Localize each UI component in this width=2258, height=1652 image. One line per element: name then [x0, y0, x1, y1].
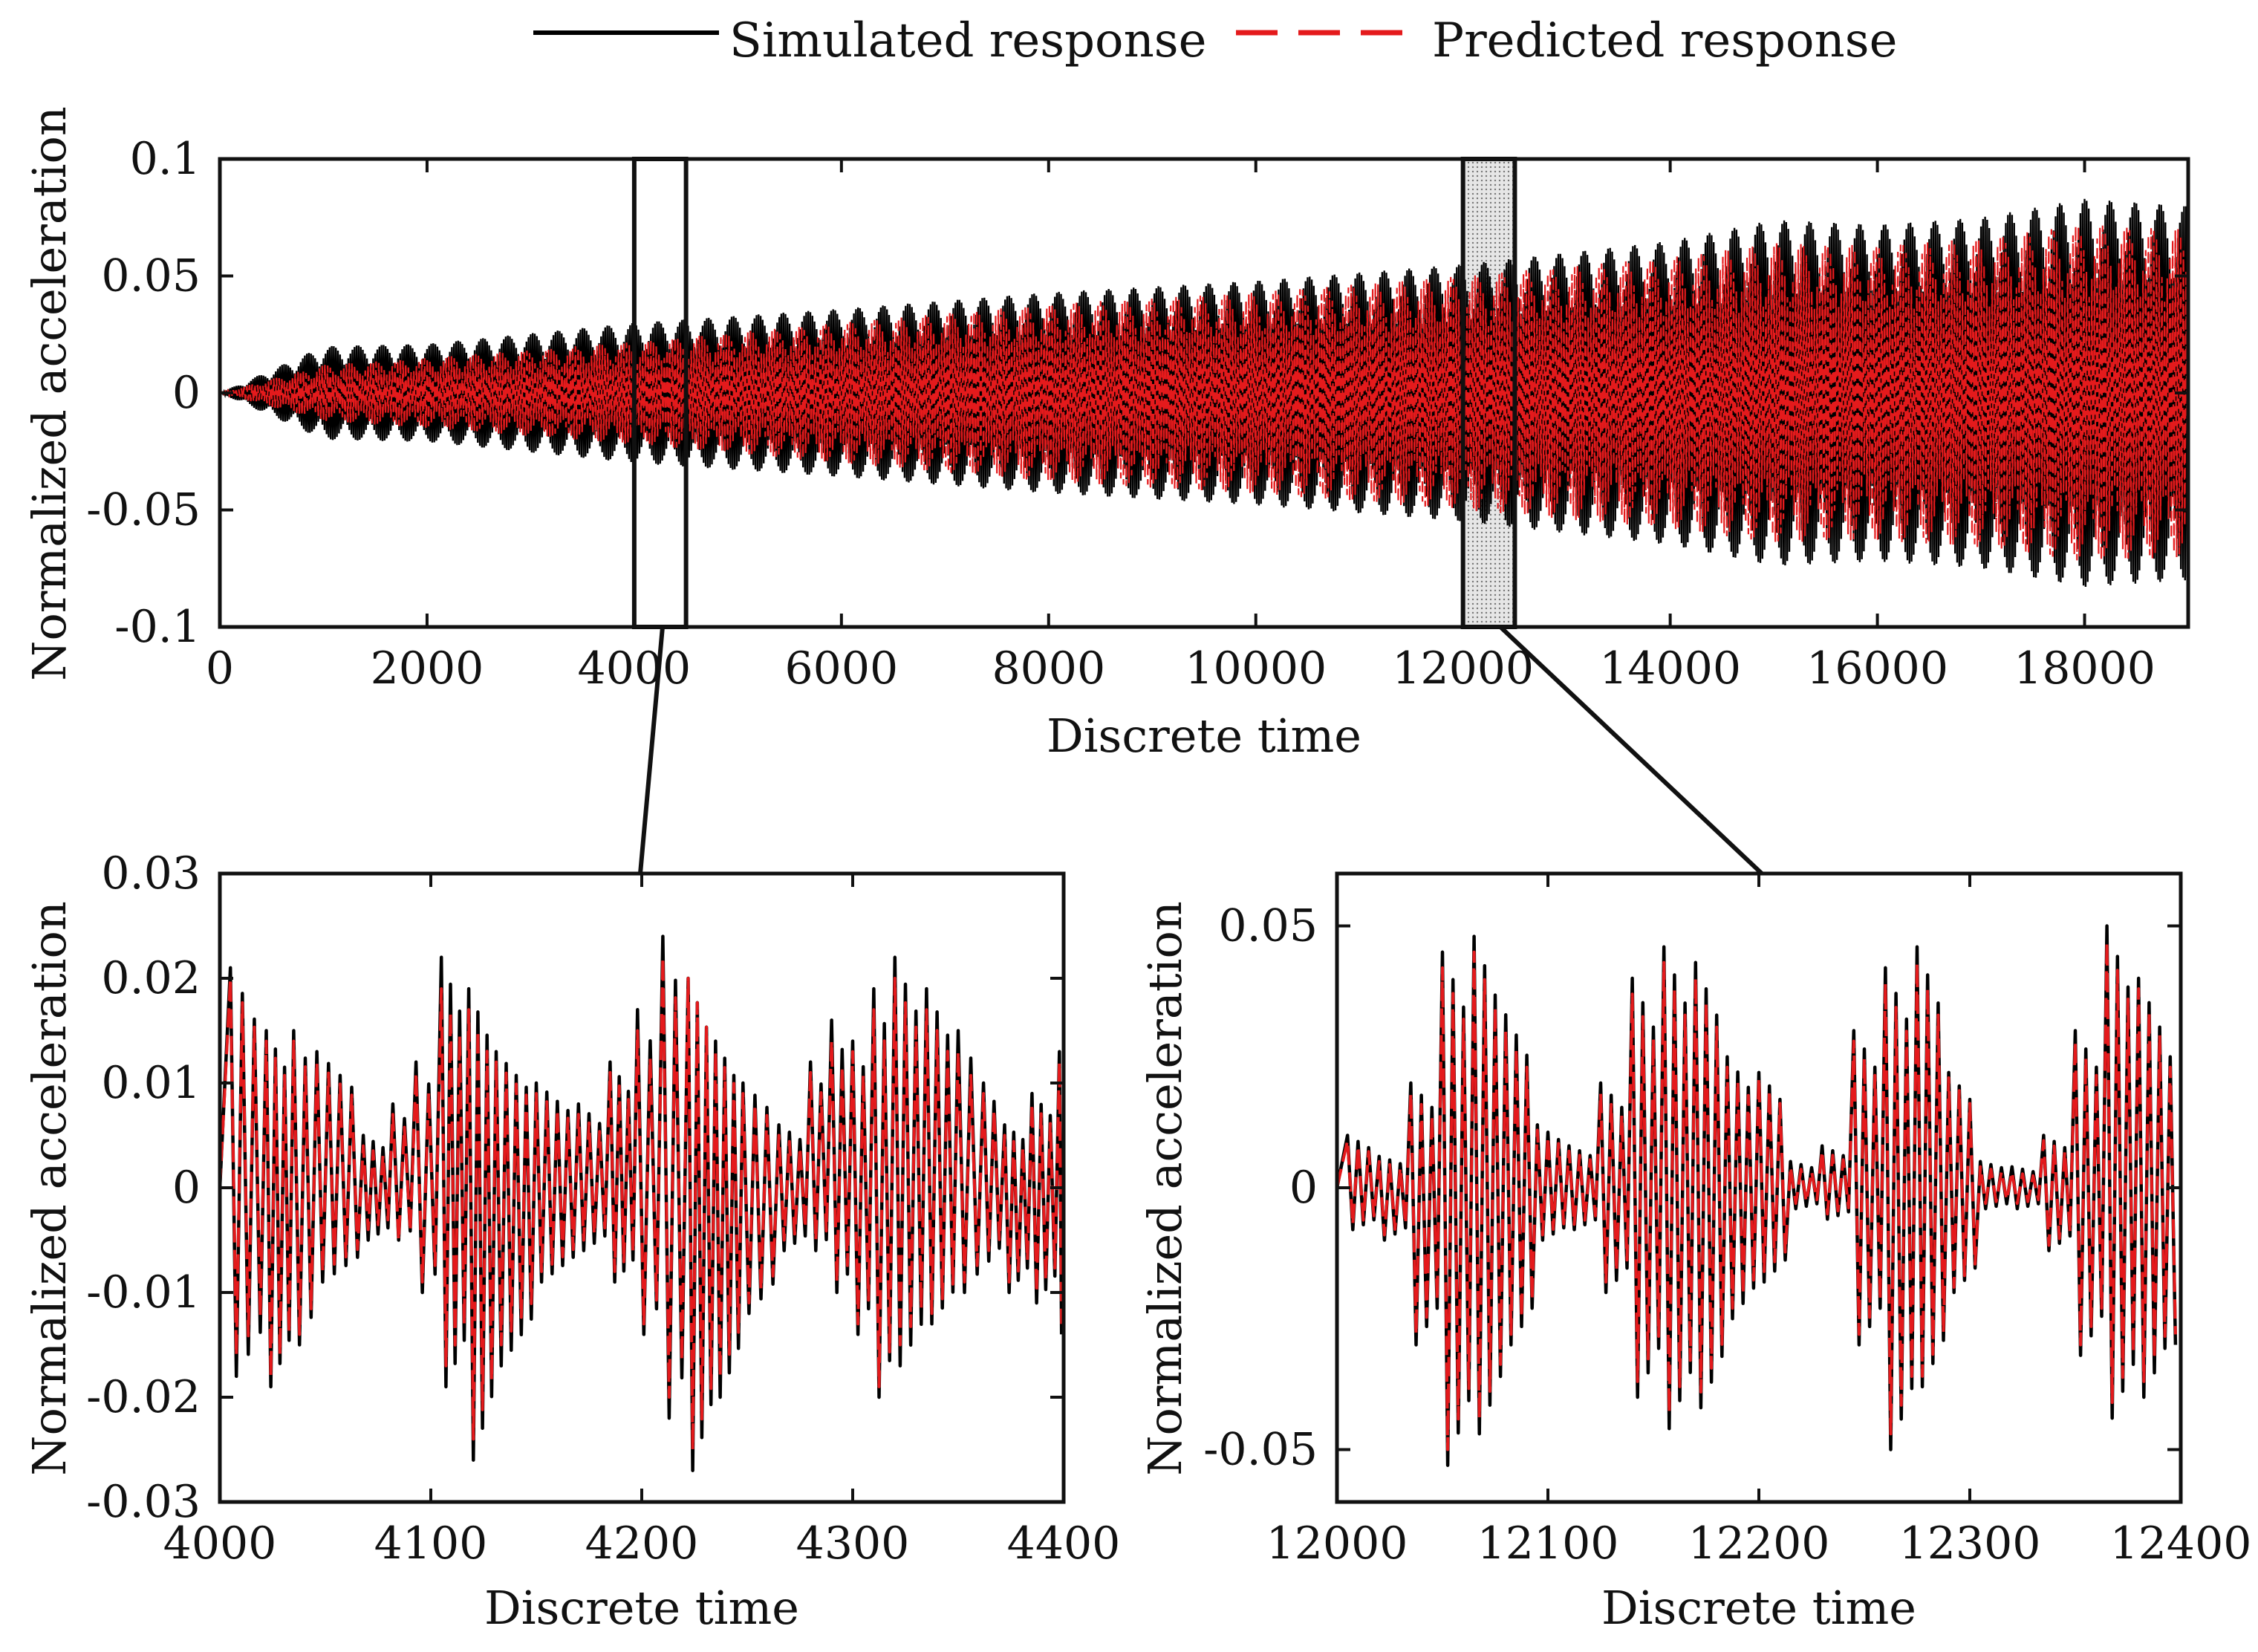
zoom-2-ytick-label: 0.05	[1218, 900, 1318, 952]
overview-xlabel: Discrete time	[1047, 709, 1361, 763]
zoom-2-xtick-label: 12400	[2110, 1518, 2252, 1570]
zoom-1-xtick-label: 4400	[1007, 1518, 1121, 1570]
overview-xtick-label: 4000	[578, 643, 692, 695]
zoom-2-xtick-label: 12000	[1266, 1518, 1408, 1570]
zoom-2-connector	[1498, 625, 1764, 876]
overview-axes: 0 2000 4000 6000 8000 10000 12000 14000 16000 180…	[86, 133, 2190, 695]
zoom-1-ytick-label: 0	[172, 1162, 201, 1214]
overview-xtick-label: 12000	[1392, 643, 1534, 695]
zoom-2-xtick-label: 12300	[1899, 1518, 2041, 1570]
zoom-2-axes: 12000 12100 12200 12300 12400 0.05 0 -0.05	[1203, 871, 2252, 1570]
zoom-1-ylabel: Normalized acceleration	[22, 901, 77, 1476]
overview-xtick-label: 8000	[992, 643, 1105, 695]
legend-predicted-label: Predicted response	[1432, 13, 1897, 68]
zoom-2-chart: 12000 12100 12200 12300 12400 0.05 0 -0.05 Disc…	[1138, 871, 2252, 1635]
overview-ytick-label: -0.05	[86, 484, 201, 536]
overview-chart: 0 2000 4000 6000 8000 10000 12000 14000 16000 180…	[22, 106, 2190, 763]
overview-xtick-label: 14000	[1599, 643, 1741, 695]
zoom-2-frame	[1335, 871, 2183, 1504]
overview-ytick-label: 0.05	[101, 250, 201, 302]
zoom-1-ytick-label: 0.01	[101, 1057, 201, 1109]
zoom-1-ytick-label: 0.02	[101, 952, 201, 1004]
overview-ytick-label: 0	[172, 367, 201, 419]
overview-xtick-label: 18000	[2014, 643, 2155, 695]
zoom-1-connector	[638, 626, 665, 874]
overview-xtick-label: 6000	[784, 643, 898, 695]
zoom-2-xtick-label: 12200	[1688, 1518, 1830, 1570]
zoom-1-plot-area	[220, 934, 1064, 1472]
zoom-1-ytick-label: -0.01	[86, 1266, 201, 1318]
overview-plot-area	[220, 157, 2188, 629]
zoom-1-axes: 4000 4100 4200 4300 4400 0.03 0.02 0.01 0 -0.01 -0…	[86, 848, 1120, 1570]
zoom-1-ytick-label: -0.03	[86, 1476, 201, 1528]
zoom-2-ylabel: Normalized acceleration	[1138, 901, 1192, 1476]
overview-xtick-label: 2000	[371, 643, 484, 695]
zoom-2-ytick-label: 0	[1289, 1162, 1318, 1214]
zoom-1-xtick-label: 4000	[163, 1518, 277, 1570]
overview-xtick-label: 0	[206, 643, 234, 695]
overview-ytick-label: 0.1	[130, 133, 201, 185]
zoom-1-ytick-label: -0.02	[86, 1371, 201, 1423]
zoom-1-ytick-label: 0.03	[101, 848, 201, 900]
zoom-1-xlabel: Discrete time	[484, 1581, 799, 1635]
overview-ylabel: Normalized acceleration	[22, 106, 77, 681]
zoom-1-xtick-label: 4200	[585, 1518, 699, 1570]
zoom-1-series-predicted	[220, 955, 1064, 1451]
zoom-1-chart: 4000 4100 4200 4300 4400 0.03 0.02 0.01 0 -0.01 -0…	[22, 848, 1120, 1635]
zoom-2-ytick-label: -0.05	[1203, 1424, 1318, 1476]
zoom-1-xtick-label: 4300	[796, 1518, 910, 1570]
overview-ytick-label: -0.1	[114, 601, 201, 653]
zoom-2-plot-area	[1337, 924, 2178, 1467]
zoom-2-series-predicted	[1337, 940, 2177, 1451]
zoom-2-xlabel: Discrete time	[1601, 1581, 1916, 1635]
zoom-2-xtick-label: 12100	[1477, 1518, 1619, 1570]
overview-xtick-label: 10000	[1185, 643, 1327, 695]
overview-series-simulated	[220, 198, 2188, 588]
overview-xtick-label: 16000	[1806, 643, 1948, 695]
legend-simulated-label: Simulated response	[729, 13, 1207, 68]
zoom-1-xtick-label: 4100	[374, 1518, 488, 1570]
legend: Simulated response Predicted response	[533, 13, 1897, 68]
